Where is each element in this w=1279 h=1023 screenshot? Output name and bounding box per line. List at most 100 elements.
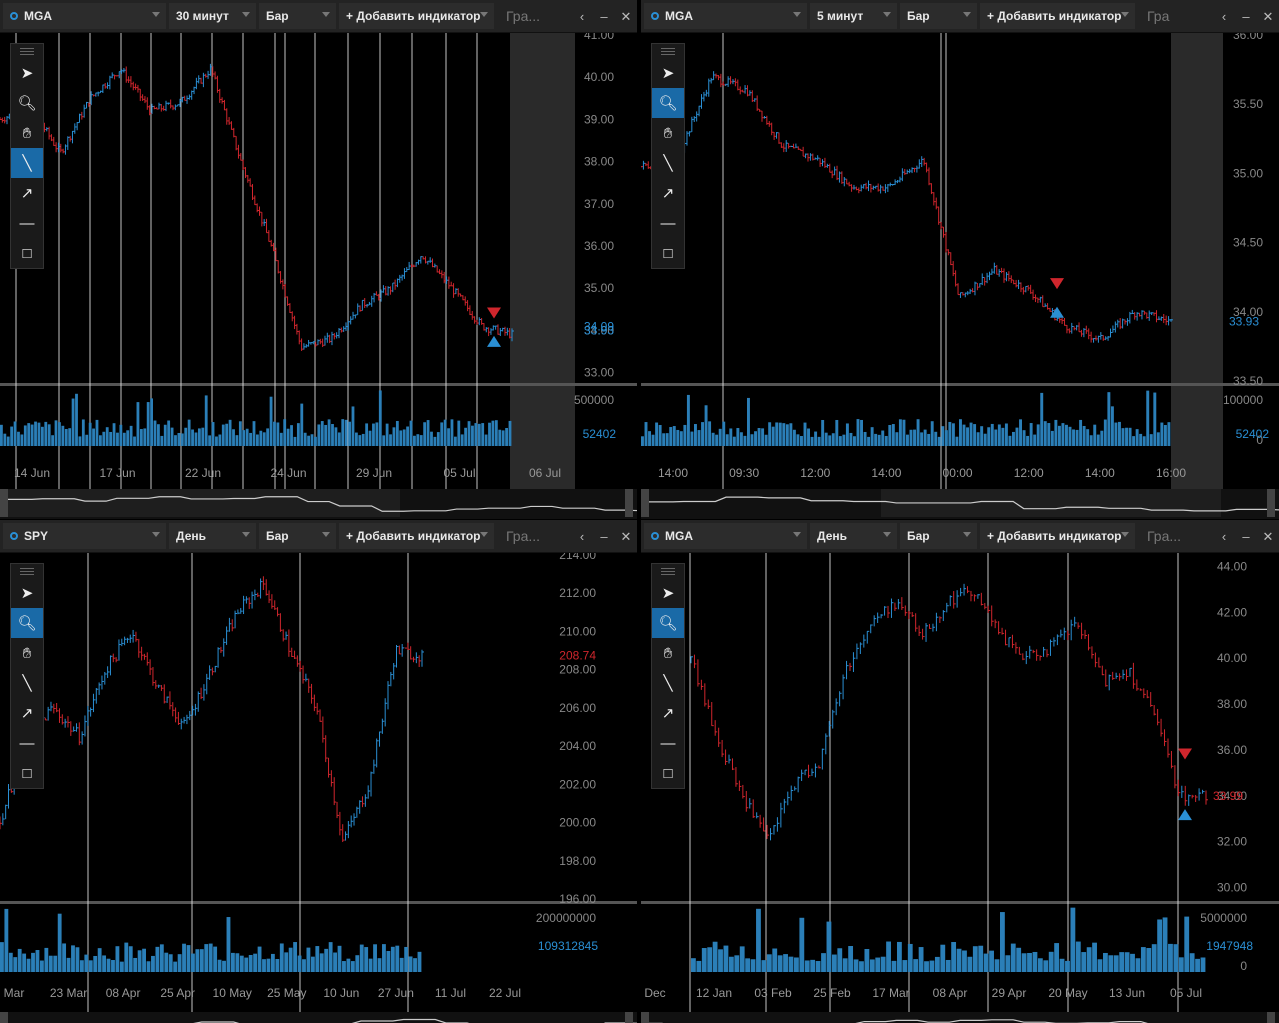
symbol-select[interactable]: MGA	[644, 3, 807, 29]
chart-tab-label[interactable]: Гра	[1147, 8, 1170, 24]
navigator-handle-right[interactable]	[625, 489, 633, 517]
grip-handle-icon[interactable]	[652, 44, 684, 58]
hline-tool-button[interactable]: —	[11, 728, 43, 758]
volume-bar	[799, 917, 805, 972]
navigator-handle-right[interactable]	[625, 1012, 633, 1023]
navigator[interactable]	[641, 489, 1279, 519]
pane-separator[interactable]	[641, 901, 1279, 904]
volume-bar	[488, 422, 491, 446]
hand-tool-button[interactable]: ✋︎	[652, 638, 684, 668]
sell-marker-icon[interactable]	[1050, 278, 1064, 290]
interval-select[interactable]: 5 минут	[810, 3, 897, 29]
grip-handle-icon[interactable]	[652, 564, 684, 578]
navigator-handle-right[interactable]	[1267, 489, 1275, 517]
chart-canvas[interactable]: 36.00 35.50 35.00 34.50 34.00 33.50 100000 0524…	[641, 33, 1279, 519]
buy-marker-icon[interactable]	[487, 335, 501, 347]
chart-type-select[interactable]: Бар	[259, 523, 336, 549]
chart-type-select[interactable]: Бар	[259, 3, 336, 29]
buy-marker-icon[interactable]	[1050, 306, 1064, 318]
close-icon[interactable]: ✕	[1262, 8, 1274, 24]
volume-bar	[317, 424, 321, 446]
navigator[interactable]	[0, 489, 637, 519]
zoom-tool-button[interactable]: 🔍︎	[652, 608, 684, 638]
minimize-icon[interactable]: –	[600, 9, 608, 24]
pane-separator[interactable]	[0, 901, 637, 904]
symbol-select[interactable]: SPY	[3, 523, 166, 549]
hand-tool-button[interactable]: ✋︎	[11, 118, 43, 148]
add-indicator-button[interactable]: + Добавить индикатор	[980, 523, 1135, 549]
sell-marker-icon[interactable]	[1178, 748, 1192, 760]
hline-tool-button[interactable]: —	[652, 208, 684, 238]
zoom-tool-button[interactable]: 🔍︎	[11, 88, 43, 118]
sell-marker-icon[interactable]	[487, 307, 501, 319]
line-tool-button[interactable]: ╲	[652, 668, 684, 698]
minimize-icon[interactable]: –	[1242, 529, 1250, 544]
zoom-tool-button[interactable]: 🔍︎	[11, 608, 43, 638]
chart-tab-label[interactable]: Гра...	[1147, 528, 1182, 544]
rectangle-tool-button[interactable]: □	[11, 758, 43, 788]
cursor-tool-button[interactable]: ➤	[652, 58, 684, 88]
hline-tool-button[interactable]: —	[11, 208, 43, 238]
interval-select[interactable]: День	[169, 523, 256, 549]
add-indicator-button[interactable]: + Добавить индикатор	[339, 523, 494, 549]
symbol-select[interactable]: MGA	[644, 523, 807, 549]
back-icon[interactable]: ‹	[1221, 529, 1227, 544]
zoom-tool-button[interactable]: 🔍︎	[652, 88, 684, 118]
chart-type-select[interactable]: Бар	[900, 3, 977, 29]
arrow-tool-button[interactable]: ↗	[652, 698, 684, 728]
arrow-tool-button[interactable]: ↗	[11, 698, 43, 728]
navigator-handle-right[interactable]	[1267, 1012, 1275, 1023]
minimize-icon[interactable]: –	[600, 529, 608, 544]
hline-tool-button[interactable]: —	[652, 728, 684, 758]
navigator-handle-left[interactable]	[0, 489, 8, 517]
arrow-tool-button[interactable]: ↗	[11, 178, 43, 208]
navigator-handle-left[interactable]	[641, 489, 649, 517]
rectangle-tool-button[interactable]: □	[11, 238, 43, 268]
chart-type-select[interactable]: Бар	[900, 523, 977, 549]
symbol-select[interactable]: MGA	[3, 3, 166, 29]
buy-marker-icon[interactable]	[1178, 809, 1192, 821]
volume-bars	[691, 907, 1206, 972]
cursor-tool-button[interactable]: ➤	[11, 578, 43, 608]
volume-bar	[440, 422, 444, 446]
cursor-tool-button[interactable]: ➤	[652, 578, 684, 608]
pane-separator[interactable]	[641, 383, 1279, 386]
chart-tab-label[interactable]: Гра...	[506, 528, 541, 544]
navigator-handle-left[interactable]	[0, 1012, 8, 1023]
price-tick-label: 202.00	[559, 777, 596, 791]
arrow-tool-button[interactable]: ↗	[652, 178, 684, 208]
line-tool-button[interactable]: ╲	[652, 148, 684, 178]
navigator-handle-left[interactable]	[641, 1012, 649, 1023]
close-icon[interactable]: ✕	[620, 528, 632, 544]
navigator[interactable]	[0, 1012, 637, 1023]
chart-canvas[interactable]: 214.00 212.00 210.00 208.00 206.00 204.00 202.…	[0, 553, 637, 1023]
close-icon[interactable]: ✕	[1262, 528, 1274, 544]
volume-bars	[0, 908, 422, 972]
chart-canvas[interactable]: 41.00 40.00 39.00 38.00 37.00 36.00 35.00 34.00…	[0, 33, 637, 519]
back-icon[interactable]: ‹	[579, 9, 585, 24]
grip-handle-icon[interactable]	[11, 564, 43, 578]
rectangle-tool-button[interactable]: □	[652, 758, 684, 788]
chart-tab-label[interactable]: Гра...	[506, 8, 541, 24]
line-tool-button[interactable]: ╲	[11, 668, 43, 698]
rectangle-tool-button[interactable]: □	[652, 238, 684, 268]
add-indicator-button[interactable]: + Добавить индикатор	[980, 3, 1135, 29]
cursor-tool-button[interactable]: ➤	[11, 58, 43, 88]
hand-tool-button[interactable]: ✋︎	[11, 638, 43, 668]
pane-separator[interactable]	[0, 383, 637, 386]
minimize-icon[interactable]: –	[1242, 9, 1250, 24]
grip-handle-icon[interactable]	[11, 44, 43, 58]
back-icon[interactable]: ‹	[1221, 9, 1227, 24]
volume-bar	[348, 421, 351, 446]
interval-select[interactable]: День	[810, 523, 897, 549]
hand-tool-button[interactable]: ✋︎	[652, 118, 684, 148]
interval-select[interactable]: 30 минут	[169, 3, 256, 29]
volume-bar	[962, 424, 966, 446]
time-tick-label: 05 Jul	[443, 466, 475, 480]
chart-canvas[interactable]: 44.00 42.00 40.00 38.00 36.00 34.00 32.00 30.00…	[641, 553, 1279, 1023]
back-icon[interactable]: ‹	[579, 529, 585, 544]
close-icon[interactable]: ✕	[620, 8, 632, 24]
navigator[interactable]	[641, 1012, 1279, 1023]
line-tool-button[interactable]: ╲	[11, 148, 43, 178]
add-indicator-button[interactable]: + Добавить индикатор	[339, 3, 494, 29]
